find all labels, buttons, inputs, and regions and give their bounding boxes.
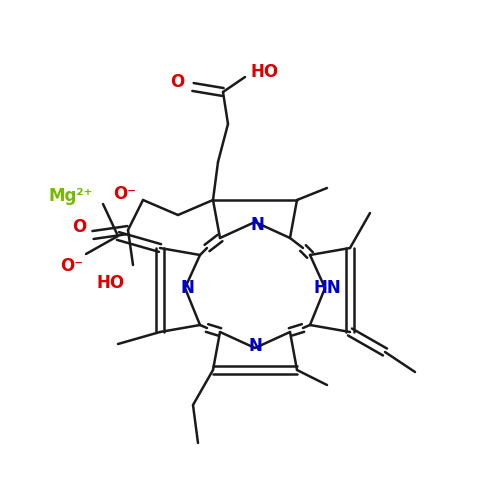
Text: O⁻: O⁻ [60,257,84,275]
Text: N: N [250,216,264,234]
Text: N: N [248,337,262,355]
Text: HN: HN [313,279,341,297]
Text: O⁻: O⁻ [114,185,136,203]
Text: HO: HO [251,63,279,81]
Text: O: O [72,218,86,236]
Text: O: O [170,73,184,91]
Text: HO: HO [97,274,125,292]
Text: Mg²⁺: Mg²⁺ [49,187,93,205]
Text: N: N [180,279,194,297]
